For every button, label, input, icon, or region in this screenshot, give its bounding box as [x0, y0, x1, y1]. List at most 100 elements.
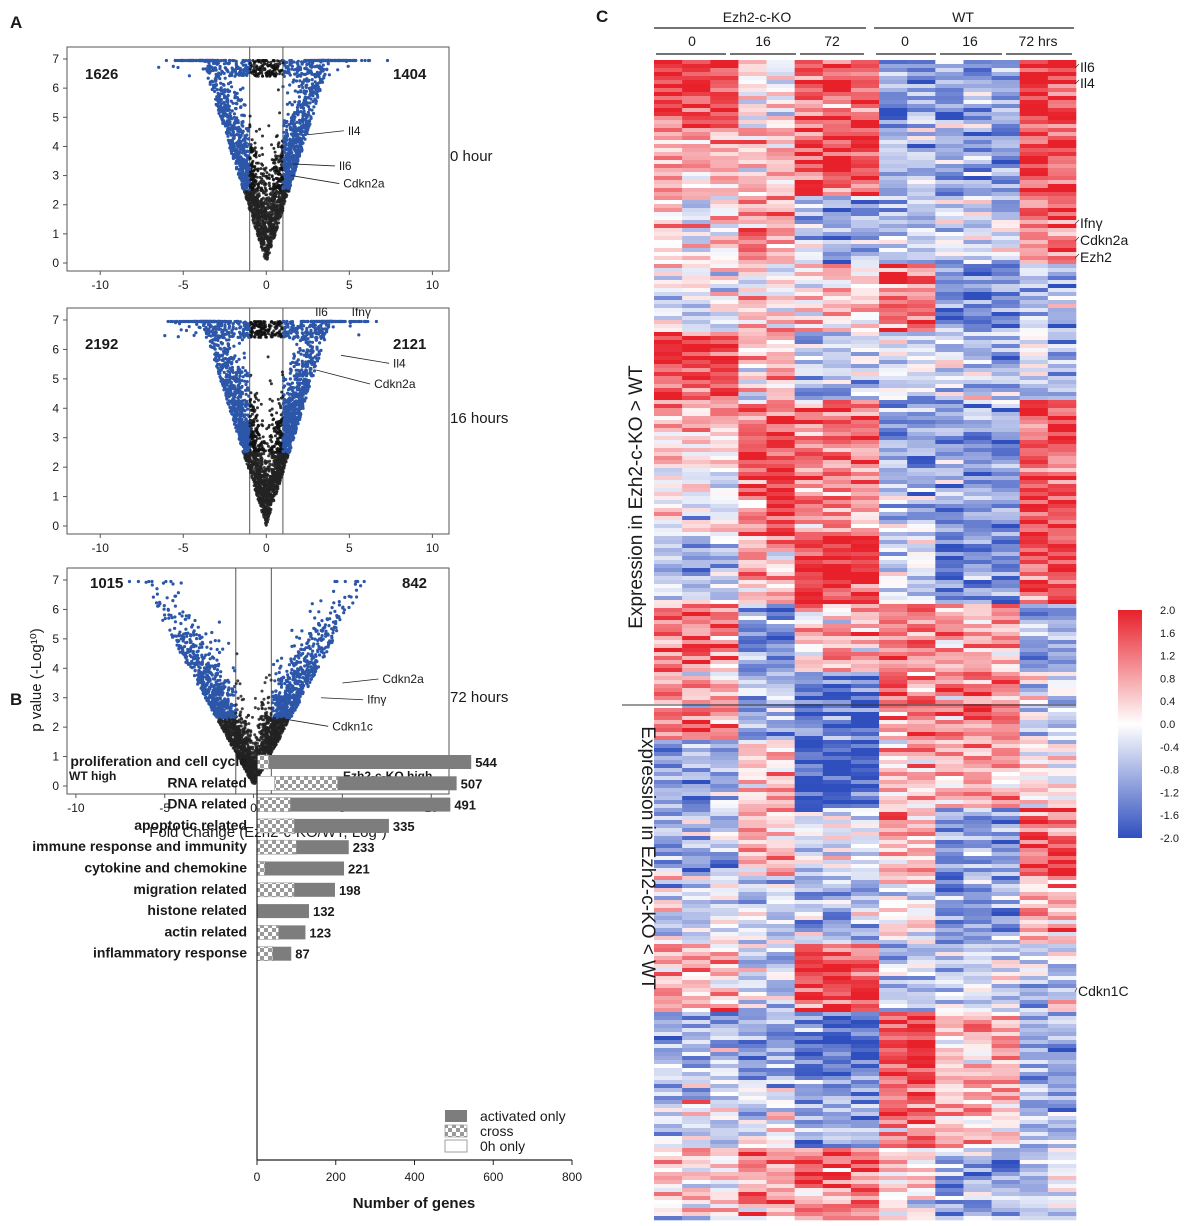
significant-gene-point	[309, 89, 313, 93]
panel-letter-b: B	[10, 690, 22, 709]
gene-point	[256, 161, 260, 165]
significant-gene-point	[319, 70, 323, 74]
significant-gene-point	[287, 148, 291, 153]
significant-gene-point	[309, 328, 313, 332]
significant-gene-point	[295, 330, 299, 334]
significant-gene-point	[321, 63, 325, 67]
significant-gene-point	[310, 108, 314, 112]
significant-gene-point	[288, 377, 292, 381]
gene-point	[279, 145, 283, 149]
significant-gene-point	[240, 183, 244, 187]
gene-point	[264, 182, 268, 186]
significant-gene-point	[242, 69, 246, 73]
significant-gene-point	[214, 72, 218, 76]
significant-gene-point	[314, 336, 318, 340]
gene-point	[244, 190, 248, 193]
significant-gene-point	[246, 128, 250, 133]
significant-gene-point	[302, 102, 306, 106]
gene-point	[275, 157, 279, 161]
gene-point	[270, 143, 273, 147]
gene-point	[268, 379, 272, 383]
gene-point	[278, 111, 282, 115]
significant-gene-point	[289, 331, 293, 335]
significant-gene-point	[313, 326, 317, 330]
significant-gene-point	[307, 107, 312, 112]
significant-gene-point	[366, 319, 370, 324]
y-tick-label: 0	[52, 256, 59, 270]
significant-gene-point	[232, 136, 236, 140]
volcano-points	[157, 47, 390, 271]
significant-gene-point	[288, 178, 292, 182]
gene-point	[249, 391, 253, 395]
significant-gene-point	[325, 58, 329, 63]
gene-point	[269, 191, 273, 195]
significant-gene-point	[238, 133, 242, 138]
significant-gene-point	[231, 101, 235, 105]
significant-gene-point	[312, 105, 316, 109]
significant-gene-point	[221, 91, 225, 96]
significant-gene-point	[302, 72, 306, 76]
y-tick-label: 4	[52, 139, 59, 153]
significant-gene-point	[297, 84, 301, 89]
significant-gene-point	[288, 184, 292, 188]
significant-gene-point	[247, 394, 251, 398]
significant-gene-point	[312, 86, 317, 90]
gene-point	[245, 198, 249, 202]
gene-label: Il6	[339, 159, 352, 173]
significant-gene-point	[232, 112, 237, 116]
significant-gene-point	[310, 65, 314, 69]
gene-point	[270, 463, 274, 467]
significant-gene-point	[322, 76, 326, 80]
gene-point	[259, 402, 263, 406]
gene-point	[284, 453, 288, 456]
significant-gene-point	[287, 173, 291, 177]
significant-gene-point	[243, 181, 247, 185]
gene-point	[260, 162, 264, 166]
significant-gene-point	[236, 144, 240, 148]
significant-gene-point	[299, 352, 303, 356]
significant-gene-point	[217, 105, 221, 109]
significant-gene-point	[232, 344, 236, 348]
significant-gene-point	[222, 83, 226, 87]
gene-point	[269, 168, 272, 172]
gene-point	[253, 182, 257, 186]
gene-point	[270, 423, 274, 427]
gene-point	[265, 335, 268, 339]
gene-point	[254, 129, 258, 133]
significant-gene-point	[223, 66, 227, 70]
significant-gene-point	[303, 92, 307, 96]
significant-gene-point	[302, 78, 306, 82]
significant-gene-point	[296, 358, 300, 362]
significant-gene-point	[288, 101, 292, 105]
significant-gene-point	[242, 162, 246, 166]
gene-point	[257, 215, 261, 219]
significant-gene-point	[310, 72, 314, 76]
significant-gene-point	[241, 366, 245, 370]
significant-gene-point	[215, 58, 220, 63]
gene-point	[277, 221, 281, 225]
significant-gene-point	[163, 334, 167, 338]
gene-point	[260, 423, 264, 427]
significant-gene-point	[243, 103, 247, 107]
significant-gene-point	[301, 364, 305, 368]
gene-point	[271, 217, 275, 221]
significant-gene-point	[295, 61, 299, 65]
significant-gene-point	[218, 99, 223, 103]
significant-gene-point	[296, 90, 300, 94]
gene-point	[252, 191, 256, 195]
gene-point	[253, 204, 257, 208]
significant-gene-point	[220, 117, 224, 121]
gene-label: Il4	[348, 124, 361, 138]
gene-point	[248, 114, 252, 118]
significant-gene-point	[243, 153, 247, 157]
significant-gene-point	[243, 369, 247, 373]
significant-gene-point	[219, 89, 224, 93]
gene-point	[261, 241, 265, 245]
significant-gene-point	[291, 326, 295, 330]
significant-gene-point	[226, 62, 231, 66]
gene-point	[259, 179, 263, 183]
gene-point	[262, 452, 266, 456]
significant-gene-point	[212, 342, 216, 346]
significant-gene-point	[308, 58, 312, 63]
